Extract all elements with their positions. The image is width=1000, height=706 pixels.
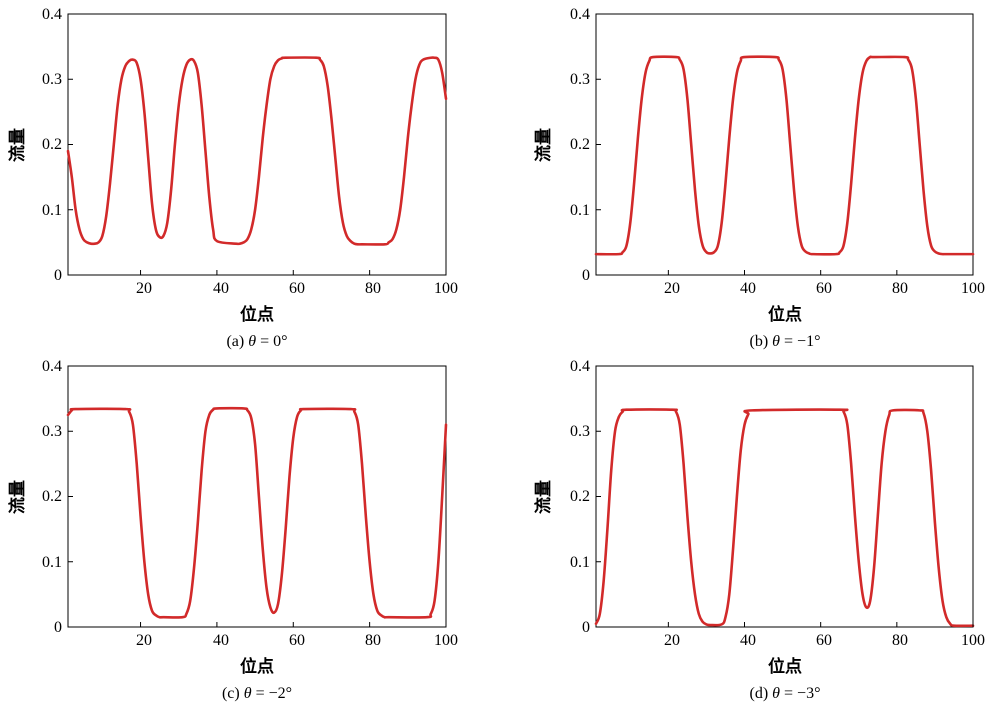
y-tick-label: 0.2: [42, 136, 62, 153]
caption-symbol: θ: [244, 685, 252, 702]
series-line: [66, 56, 448, 246]
x-tick-label: 40: [213, 632, 229, 649]
caption-suffix: = 0°: [256, 333, 287, 350]
x-axis-title: 位点: [768, 304, 802, 324]
y-ticks: 0 0.1 0.2 0.3 0.4: [570, 358, 590, 636]
y-axis-title: 流量: [7, 128, 27, 162]
y-tick-label: 0.2: [570, 136, 590, 153]
panel-d: 20 40 60 80 100 0 0.1 0.2 0.3 0.4 位点 流量 …: [533, 358, 985, 702]
caption-symbol: θ: [772, 685, 780, 702]
caption-suffix: = −1°: [780, 333, 820, 350]
x-tick-label: 60: [289, 632, 305, 649]
x-tick-label: 40: [740, 280, 756, 297]
y-tick-label: 0: [54, 619, 62, 636]
caption-symbol: θ: [772, 333, 780, 350]
y-axis-title: 流量: [533, 128, 553, 162]
x-axis-title: 位点: [240, 656, 274, 676]
x-tick-label: 20: [136, 280, 152, 297]
x-tick-label: 80: [892, 280, 908, 297]
y-axis-title: 流量: [533, 480, 553, 514]
x-tick-label: 60: [816, 632, 832, 649]
caption-suffix: = −3°: [780, 685, 820, 702]
y-tick-label: 0.1: [42, 202, 62, 219]
plot-frame: [67, 365, 447, 628]
caption-prefix: (b): [750, 333, 773, 350]
x-axis-title: 位点: [240, 304, 274, 324]
x-ticks: 20 40 60 80 100: [664, 632, 985, 649]
panel-caption: (d) θ = −3°: [750, 685, 821, 702]
x-tick-label: 60: [816, 280, 832, 297]
panel-caption: (a) θ = 0°: [226, 333, 287, 350]
panel-a: 20 40 60 80 100 0 0.1 0.2 0.3 0.4 位点 流量 …: [7, 6, 458, 350]
y-tick-label: 0.4: [42, 358, 62, 375]
x-tick-label: 20: [136, 632, 152, 649]
y-tick-label: 0.1: [570, 202, 590, 219]
series-line: [594, 55, 975, 256]
y-tick-label: 0.3: [570, 423, 590, 440]
y-tick-label: 0.3: [570, 71, 590, 88]
x-ticks: 20 40 60 80 100: [664, 280, 985, 297]
y-ticks: 0 0.1 0.2 0.3 0.4: [570, 6, 590, 284]
y-tick-label: 0: [582, 619, 590, 636]
x-tick-label: 80: [892, 632, 908, 649]
y-ticks: 0 0.1 0.2 0.3 0.4: [42, 6, 62, 284]
x-ticks: 20 40 60 80 100: [136, 280, 458, 297]
x-tick-label: 80: [365, 280, 381, 297]
caption-prefix: (a): [226, 333, 248, 350]
y-tick-label: 0.3: [42, 71, 62, 88]
panel-caption: (b) θ = −1°: [750, 333, 821, 350]
x-tick-label: 40: [213, 280, 229, 297]
x-tick-label: 40: [740, 632, 756, 649]
y-tick-label: 0: [54, 267, 62, 284]
x-tick-label: 100: [434, 280, 458, 297]
x-tick-label: 100: [961, 632, 985, 649]
caption-prefix: (c): [222, 685, 244, 702]
y-tick-label: 0.2: [42, 488, 62, 505]
y-tick-label: 0.3: [42, 423, 62, 440]
y-tick-label: 0.2: [570, 488, 590, 505]
plot-frame: [595, 13, 974, 276]
caption-suffix: = −2°: [252, 685, 292, 702]
y-tick-label: 0.1: [570, 554, 590, 571]
y-tick-label: 0: [582, 267, 590, 284]
panel-caption: (c) θ = −2°: [222, 685, 292, 702]
panel-c: 20 40 60 80 100 0 0.1 0.2 0.3 0.4 位点 流量 …: [7, 358, 458, 702]
series-line: [66, 406, 448, 619]
y-tick-label: 0.4: [42, 6, 62, 23]
y-ticks: 0 0.1 0.2 0.3 0.4: [42, 358, 62, 636]
y-tick-label: 0.1: [42, 554, 62, 571]
plot-frame: [67, 13, 447, 276]
y-tick-label: 0.4: [570, 6, 590, 23]
x-tick-label: 20: [664, 280, 680, 297]
y-tick-label: 0.4: [570, 358, 590, 375]
x-tick-label: 80: [365, 632, 381, 649]
x-tick-label: 60: [289, 280, 305, 297]
x-ticks: 20 40 60 80 100: [136, 632, 458, 649]
caption-symbol: θ: [248, 333, 256, 350]
x-axis-title: 位点: [768, 656, 802, 676]
panel-b: 20 40 60 80 100 0 0.1 0.2 0.3 0.4 位点 流量 …: [533, 6, 985, 350]
x-tick-label: 100: [961, 280, 985, 297]
series-line: [594, 408, 975, 628]
plot-frame: [595, 365, 974, 628]
y-axis-title: 流量: [7, 480, 27, 514]
x-tick-label: 100: [434, 632, 458, 649]
caption-prefix: (d): [750, 685, 773, 702]
x-tick-label: 20: [664, 632, 680, 649]
